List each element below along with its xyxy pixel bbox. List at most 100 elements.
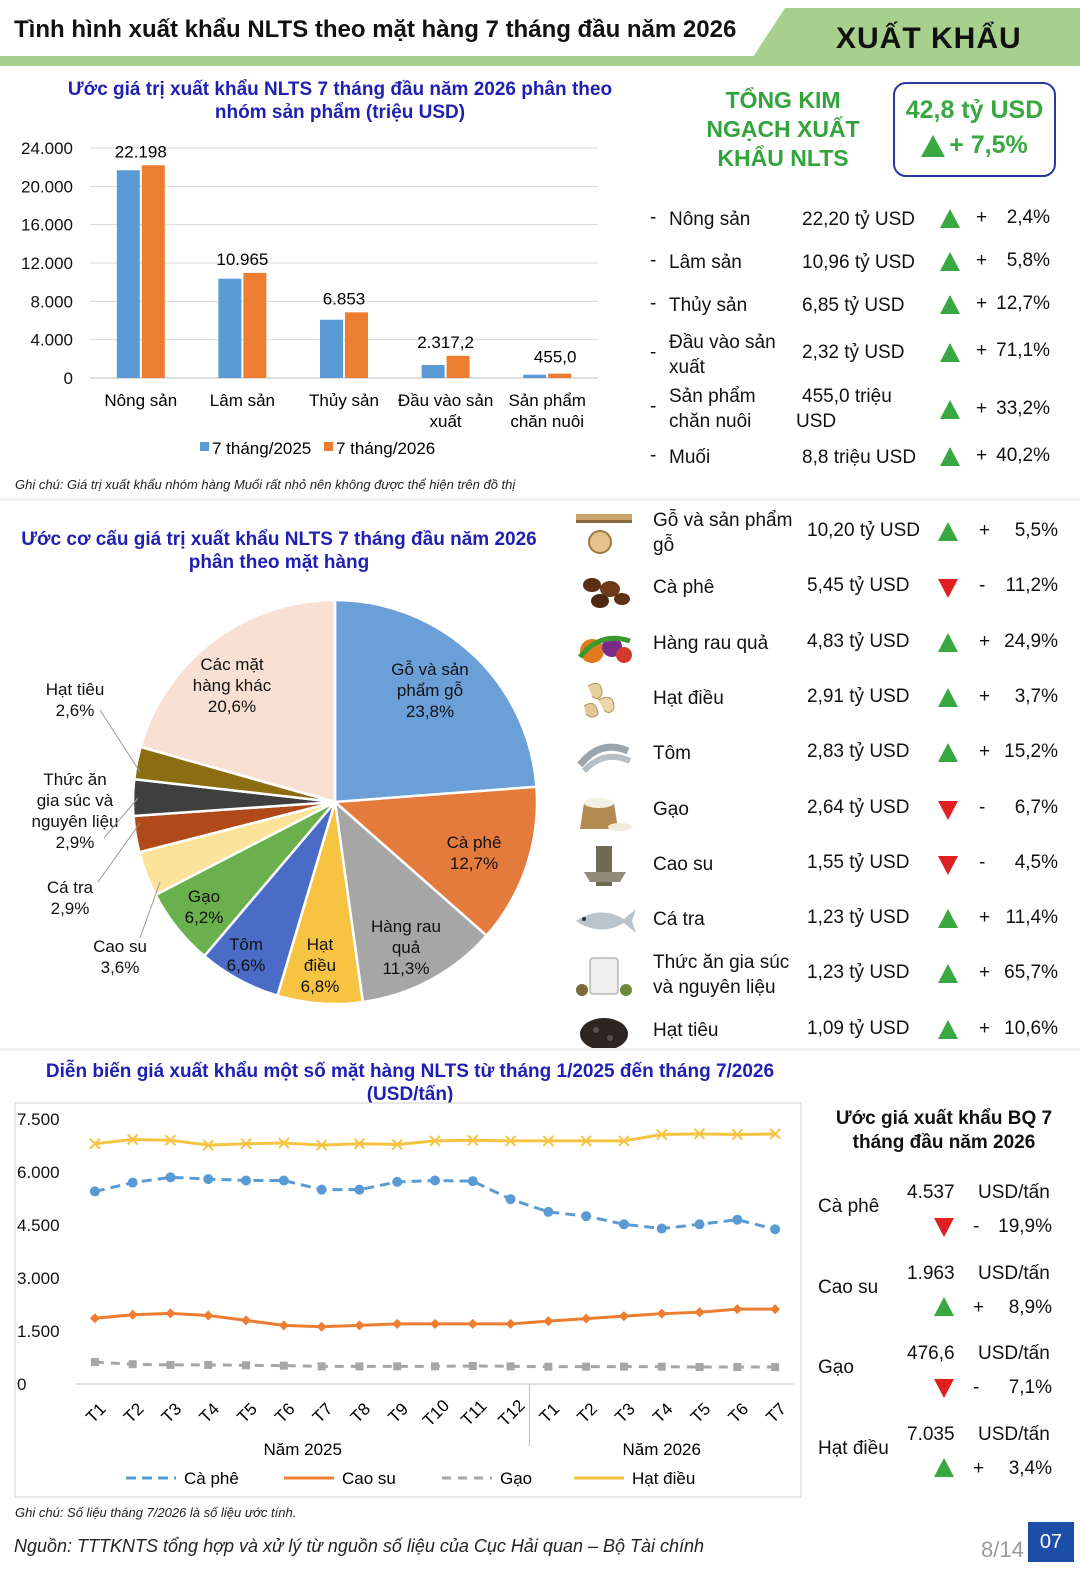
- product-row: Hạt tiêu 1,09 tỷ USD + 10,6%: [566, 1006, 1076, 1058]
- pie-label: Hàng rau: [371, 917, 441, 936]
- bar: [345, 312, 368, 378]
- data-point: [542, 1135, 555, 1147]
- avg-price-change: 7,1%: [1008, 1377, 1052, 1398]
- pie-label: 20,6%: [208, 697, 256, 716]
- down-arrow-icon: [938, 579, 958, 599]
- product-row: Thức ăn gia súc và nguyên liệu 1,23 tỷ US…: [566, 950, 1076, 1002]
- group-name: Đầu vào sản xuất: [669, 332, 776, 378]
- data-point: [770, 1304, 781, 1315]
- bar-chart-title: Ước giá trị xuất khẩu NLTS 7 tháng đầu n…: [67, 79, 613, 123]
- avg-price-unit: USD/tấn: [978, 1343, 1050, 1364]
- group-row: - Sản phẩm chăn nuôi 455,0 triệu USD + 33,…: [650, 386, 1050, 432]
- data-point: [127, 1309, 138, 1320]
- down-arrow-icon: [934, 1379, 954, 1398]
- data-point: [128, 1360, 137, 1369]
- bar: [218, 278, 242, 378]
- pie-label: Các mặt: [200, 655, 264, 674]
- product-value: 1,23 tỷ USD: [807, 962, 910, 984]
- data-point: [278, 1175, 289, 1186]
- data-point: [467, 1134, 479, 1146]
- avg-price-value: 1.963: [907, 1262, 955, 1284]
- product-sign: -: [979, 575, 986, 597]
- data-point: [317, 1362, 326, 1371]
- product-name: Gạo: [653, 798, 689, 820]
- y-tick-label: 7.500: [17, 1110, 60, 1129]
- product-name: Hạt điều: [653, 687, 724, 709]
- header-title-box: [0, 8, 785, 56]
- cashew-icon: [583, 682, 615, 718]
- page-counter: 8/14: [981, 1537, 1024, 1562]
- data-point: [392, 1318, 403, 1329]
- group-value: 2,32 tỷ USD: [802, 342, 905, 363]
- data-point: [695, 1363, 704, 1372]
- leader-line: [99, 709, 141, 773]
- pie-label: 3,6%: [101, 958, 140, 977]
- product-name: Cà phê: [653, 577, 715, 599]
- x-tick-label: Lâm sản: [210, 391, 275, 410]
- x-tick-label: chăn nuôi: [510, 412, 584, 431]
- avg-price-sign: +: [973, 1296, 985, 1318]
- pie-slice: [333, 798, 489, 1004]
- page-title: Tình hình xuất khẩu NLTS theo mặt hàng 7…: [14, 16, 737, 43]
- data-point: [544, 1362, 553, 1371]
- line-chart-title: Diễn biến giá xuất khẩu một số mặt hàng …: [45, 1061, 775, 1105]
- avg-price-row: Gạo 476,6 USD/tấn - 7,1%: [818, 1343, 1076, 1415]
- data-point: [279, 1361, 288, 1370]
- bar: [116, 170, 140, 378]
- product-name: Hàng rau quả: [653, 632, 769, 654]
- product-value: 1,55 tỷ USD: [807, 851, 910, 873]
- data-point: [242, 1361, 251, 1370]
- group-name: Nông sản: [669, 209, 751, 230]
- up-arrow-icon: [938, 743, 958, 763]
- x-tick-label: Thủy sản: [309, 391, 379, 410]
- data-label: 455,0: [534, 348, 577, 367]
- legend-swatch: [324, 442, 333, 451]
- bar: [141, 165, 165, 378]
- total-change: + 7,5%: [949, 131, 1028, 159]
- product-row: Hạt điều 2,91 tỷ USD + 3,7%: [566, 674, 1076, 726]
- data-point: [769, 1128, 781, 1140]
- product-sign: -: [979, 851, 986, 873]
- avg-price-unit: USD/tấn: [978, 1262, 1050, 1284]
- up-arrow-icon: [938, 687, 958, 707]
- data-point: [315, 1139, 328, 1151]
- leader-line: [139, 881, 161, 939]
- pie-label: 2,6%: [56, 701, 95, 720]
- pie-label: 2,9%: [56, 833, 95, 852]
- data-point: [316, 1321, 327, 1332]
- data-point: [771, 1363, 780, 1372]
- pie-label: 12,7%: [450, 854, 498, 873]
- legend-label: 7 tháng/2025: [212, 439, 311, 458]
- pie-label: Gỗ và sản: [391, 660, 469, 679]
- data-point: [656, 1308, 667, 1319]
- x-tick-label: Nông sản: [104, 391, 177, 410]
- up-arrow-icon: [940, 252, 960, 271]
- avg-price-row: Cà phê 4.537 USD/tấn - 19,9%: [818, 1182, 1076, 1254]
- group-row: - Muối 8,8 triệu USD + 40,2%: [650, 445, 1050, 468]
- data-point: [694, 1307, 705, 1318]
- pie-label: Cao su: [93, 937, 147, 956]
- product-change: 6,7%: [1014, 796, 1058, 818]
- product-value: 5,45 tỷ USD: [807, 575, 910, 597]
- up-arrow-icon: [940, 400, 960, 419]
- product-value: 2,64 tỷ USD: [807, 796, 910, 818]
- total-box: 42,8 tỷ USD + 7,5%: [893, 82, 1056, 177]
- up-arrow-icon: [940, 343, 960, 362]
- pepper-icon: [580, 1017, 628, 1050]
- down-arrow-icon: [934, 1218, 954, 1237]
- product-change: 10,6%: [1004, 1017, 1058, 1039]
- group-row: - Đầu vào sản xuất 2,32 tỷ USD + 71,1%: [650, 332, 1050, 378]
- data-point: [241, 1315, 252, 1326]
- legend-label: Hạt điều: [632, 1469, 695, 1488]
- avg-price-change: 8,9%: [1008, 1296, 1052, 1318]
- data-point: [164, 1134, 177, 1146]
- section-label: XUẤT KHẨU: [836, 22, 1022, 55]
- avg-price-row: Cao su 1.963 USD/tấn + 8,9%: [818, 1263, 1076, 1335]
- bar: [548, 373, 572, 378]
- group-value: 8,8 triệu USD: [802, 447, 917, 468]
- rubber-icon: [584, 845, 626, 886]
- data-point: [694, 1219, 705, 1230]
- bar: [243, 272, 267, 378]
- product-row: Cá tra 1,23 tỷ USD + 11,4%: [566, 895, 1076, 947]
- avg-price-unit: USD/tấn: [978, 1423, 1050, 1445]
